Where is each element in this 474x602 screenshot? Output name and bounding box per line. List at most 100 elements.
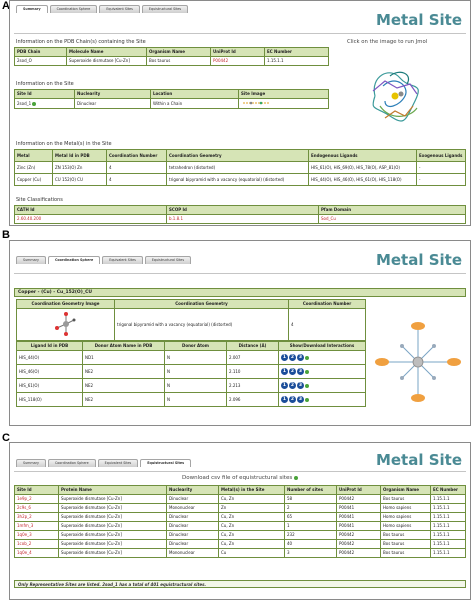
site-id-link[interactable]: 1q0e_3 — [14, 530, 59, 540]
protein-cell: Superoxide dismutase [Cu-Zn] — [58, 530, 167, 540]
interaction-2-icon[interactable]: 2 — [289, 354, 296, 361]
panel-b-label: B — [2, 229, 10, 241]
tab-coordination-sphere[interactable]: Coordination Sphere — [49, 5, 98, 13]
panel-b-coordination: Summary Coordination Sphere Equivalent S… — [9, 240, 471, 426]
site-id-link[interactable]: 1q0e_4 — [14, 548, 59, 558]
geometry-model-icon[interactable] — [51, 310, 81, 338]
site-id-link[interactable]: 1e9p_2 — [14, 494, 59, 504]
tab-summary[interactable]: Summary — [16, 5, 48, 13]
coordination-number-cell: 4 — [288, 308, 366, 341]
col-header: Molecule Name — [66, 47, 147, 57]
interaction-1-icon[interactable]: 1 — [281, 382, 288, 389]
tab-equistructural-sites[interactable]: Equistructural Sites — [141, 5, 189, 13]
ec-cell: 1.15.1.1 — [430, 548, 466, 558]
organism-cell: Bos taurus — [380, 548, 431, 558]
interaction-3-icon[interactable]: 3 — [297, 354, 304, 361]
metals-cell: Cu, Zn — [218, 512, 285, 522]
organism-cell: Bos taurus — [380, 530, 431, 540]
tab-equistructural-sites[interactable]: Equistructural Sites — [140, 459, 192, 467]
site-thumbnail-icon[interactable] — [241, 100, 271, 106]
site-id-link[interactable]: 2c9s_6 — [14, 503, 59, 513]
table-row: 2sod_O Superoxide dismutase [Cu-Zn] Bos … — [14, 56, 329, 66]
endogenous-cell: HIS_61(O), HIS_69(O), HIS_78(O), ASP_81(… — [308, 161, 417, 174]
interaction-1-icon[interactable]: 1 — [281, 396, 288, 403]
col-header: PDB Chain — [14, 47, 67, 57]
protein-structure-image[interactable] — [355, 56, 435, 136]
donor-atom-cell: N — [164, 364, 227, 379]
cath-link[interactable]: 2.60.40.200 — [14, 214, 167, 224]
site-id-link[interactable]: 3h2p_2 — [14, 512, 59, 522]
tab-summary[interactable]: Summary — [16, 459, 46, 467]
col-header: Endogenous Ligands — [308, 149, 417, 162]
interaction-2-icon[interactable]: 2 — [289, 382, 296, 389]
interaction-2-icon[interactable]: 2 — [289, 368, 296, 375]
site-id-link[interactable]: 1mfm_3 — [14, 521, 59, 531]
nuclearity-cell: Dinuclear — [166, 494, 219, 504]
site-id-link[interactable]: 1cob_2 — [14, 539, 59, 549]
uniprot-link[interactable]: P00442 — [210, 56, 265, 66]
tab-equivalent-sites[interactable]: Equivalent Sites — [99, 5, 140, 13]
organism-cell: Bos taurus — [380, 494, 431, 504]
tab-bar: Summary Coordination Sphere Equivalent S… — [16, 459, 192, 467]
col-header: Coordination Number — [106, 149, 167, 162]
num-sites-cell: 2 — [284, 503, 337, 513]
tab-equistructural-sites[interactable]: Equistructural Sites — [144, 256, 192, 264]
col-header: Metal(s) in the Site — [218, 485, 285, 495]
col-header: EC Number — [430, 485, 466, 495]
divider — [14, 33, 466, 34]
tab-coordination-sphere[interactable]: Coordination Sphere — [47, 459, 96, 467]
col-header: Coordination Number — [288, 299, 366, 309]
coord-number-cell: 4 — [106, 173, 167, 186]
site-image-cell — [238, 98, 329, 109]
pfam-link[interactable]: Sod_Cu — [318, 214, 466, 224]
info-icon[interactable] — [293, 475, 298, 480]
col-header: Protein Name — [58, 485, 167, 495]
donor-atom-name-cell: NE2 — [82, 392, 165, 407]
distance-cell: 2.007 — [226, 350, 279, 365]
table-row: 1e9p_2 Superoxide dismutase [Cu-Zn] Dinu… — [14, 494, 466, 504]
download-icon[interactable] — [305, 397, 309, 402]
col-header: Organism Name — [146, 47, 211, 57]
ligand-table: Ligand Id in PDB Donor Atom Name in PDB … — [16, 341, 366, 407]
num-sites-cell: 40 — [284, 539, 337, 549]
download-csv-link[interactable]: Download csv file of equistructural site… — [182, 475, 293, 481]
tab-equivalent-sites[interactable]: Equivalent Sites — [97, 459, 139, 467]
site-id-cell: 2sod_1 — [14, 98, 75, 109]
protein-cell: Superoxide dismutase [Cu-Zn] — [58, 548, 167, 558]
organism-cell: Homo sapiens — [380, 512, 431, 522]
scop-link[interactable]: b.1.8.1 — [166, 214, 319, 224]
interaction-3-icon[interactable]: 3 — [297, 396, 304, 403]
tab-coordination-sphere[interactable]: Coordination Sphere — [47, 256, 101, 264]
col-header: UniProt Id — [210, 47, 265, 57]
num-sites-cell: 1 — [284, 521, 337, 531]
pdb-chain-table: PDB Chain Molecule Name Organism Name Un… — [14, 47, 329, 66]
pdb-chain-cell: 2sod_O — [14, 56, 67, 66]
download-icon[interactable] — [305, 355, 309, 360]
col-header: Site Image — [238, 89, 329, 99]
interaction-3-icon[interactable]: 3 — [297, 368, 304, 375]
tab-bar: Summary Coordination Sphere Equivalent S… — [16, 5, 189, 13]
divider — [14, 273, 466, 274]
interaction-1-icon[interactable]: 1 — [281, 354, 288, 361]
exogenous-cell: - — [416, 161, 466, 174]
metals-cell: Cu, Zn — [218, 494, 285, 504]
panel-a-summary: Summary Coordination Sphere Equivalent S… — [9, 0, 471, 226]
tab-summary[interactable]: Summary — [16, 256, 46, 264]
coordination-sphere-diagram[interactable] — [372, 316, 464, 408]
col-header: Organism Name — [380, 485, 431, 495]
interaction-1-icon[interactable]: 1 — [281, 368, 288, 375]
download-icon[interactable] — [305, 369, 309, 374]
uniprot-cell: P00442 — [336, 548, 381, 558]
uniprot-cell: P00441 — [336, 521, 381, 531]
panel-c-label: C — [2, 432, 10, 444]
info-icon[interactable] — [32, 101, 37, 106]
tab-equivalent-sites[interactable]: Equivalent Sites — [102, 256, 143, 264]
interaction-3-icon[interactable]: 3 — [297, 382, 304, 389]
donor-atom-cell: N — [164, 350, 227, 365]
classification-caption: Site Classifications — [16, 197, 63, 203]
interaction-2-icon[interactable]: 2 — [289, 396, 296, 403]
table-row: trigonal bipyramid with a vacancy (equat… — [16, 308, 366, 341]
download-icon[interactable] — [305, 383, 309, 388]
